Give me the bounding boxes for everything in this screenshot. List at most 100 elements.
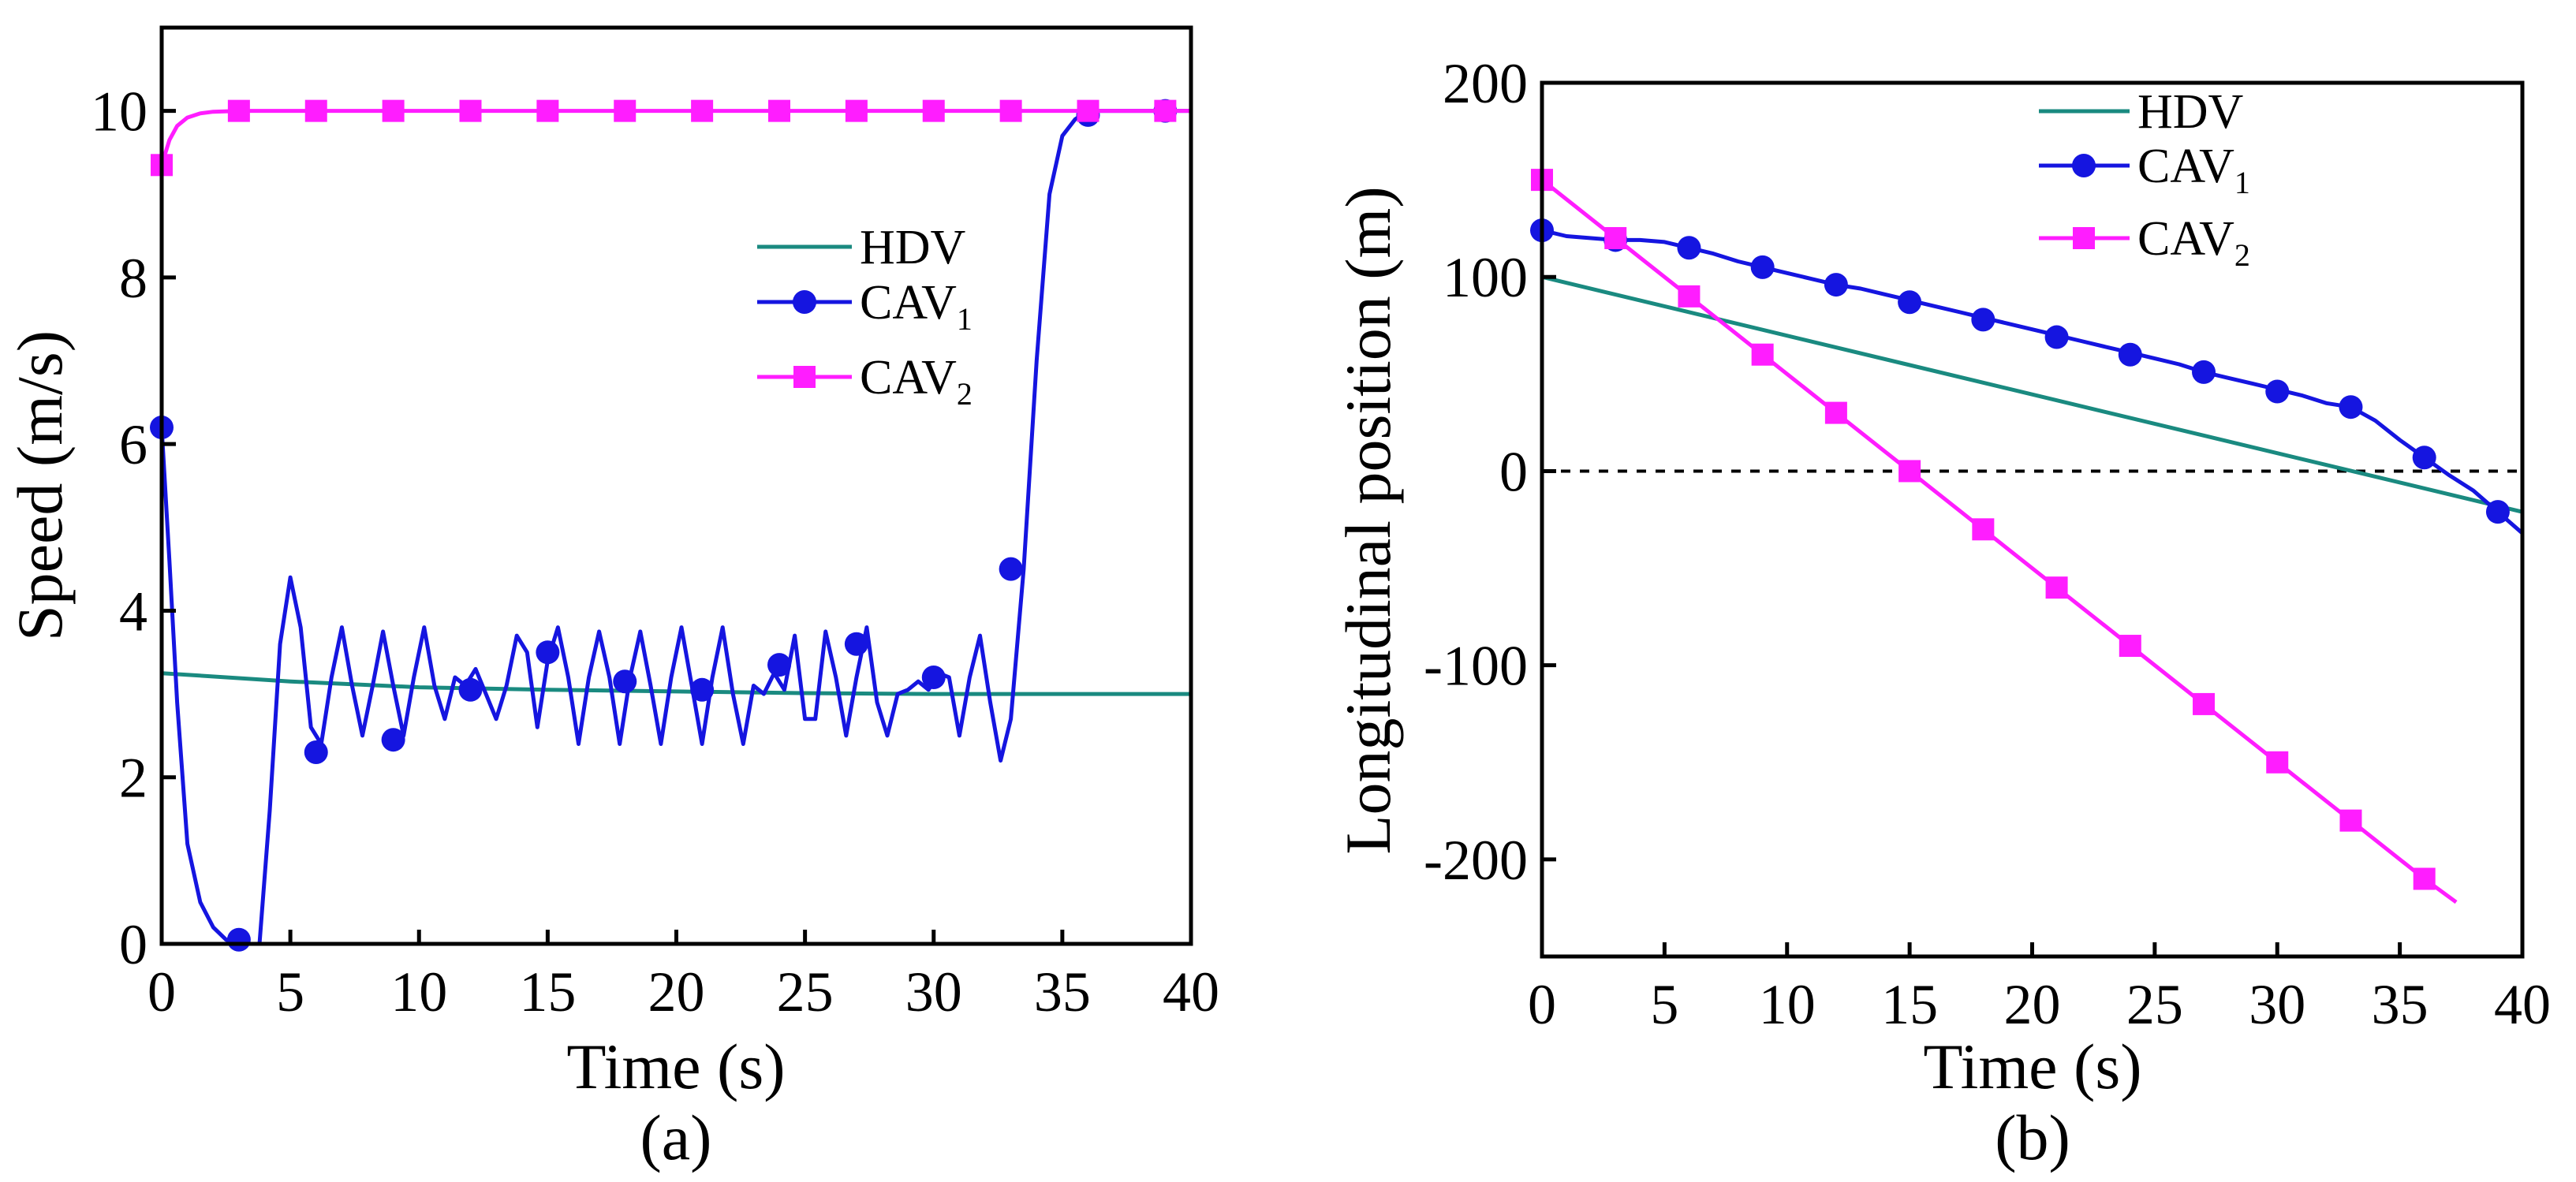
panel-b-position-chart: 0 5 10 15 20 25 30 35 40 200 100 0 -100 -200 HDV CAV1… [1332,52,2551,1173]
panel-b-series-cav1-marker [1824,273,1848,297]
panel-a-series-cav2-marker [999,99,1022,122]
panel-a-legend-cav2-name: CAV [860,351,957,405]
panel-a-legend-cav2-subscript: 2 [957,376,973,412]
panel-a-legend-cav2-label: CAV2 [860,351,973,412]
panel-b-y-tick-label: 0 [1499,440,1528,503]
panel-a-y-tick-label: 4 [119,580,147,643]
panel-b-legend-cav1-subscript: 1 [2234,165,2250,200]
panel-b-series-cav1-marker [2044,325,2069,349]
panel-b-x-tick-label: 5 [1650,973,1678,1036]
panel-a-y-tick-label: 2 [119,747,147,810]
panel-a-legend-cav1-name: CAV [860,276,957,330]
panel-a-series-cav1-marker [844,632,868,656]
panel-a-x-tick-label: 25 [777,960,834,1024]
panel-b-series-cav1-marker [2412,446,2436,470]
panel-a-y-tick-label: 8 [119,247,147,310]
panel-b-legend-cav1-label: CAV1 [2137,140,2250,200]
panel-b-y-tick-label: -100 [1424,635,1528,698]
panel-a-series-cav1-marker [536,640,560,665]
panel-b-legend-cav2-marker [2073,227,2095,249]
panel-a-x-tick-label: 35 [1034,960,1091,1024]
panel-a-series-cav1-marker [226,927,251,952]
panel-b-legend: HDV CAV1 CAV2 [2039,85,2250,273]
panel-b-legend-cav2-label: CAV2 [2137,212,2250,273]
panel-a-x-tick-label: 15 [519,960,576,1024]
panel-a-y-tick-label: 0 [119,913,147,976]
panel-b-series-cav1-marker [1750,255,1775,279]
panel-a-series-cav2-line [159,109,1191,166]
panel-a-caption: (a) [640,1102,711,1173]
panel-a-y-tick-label: 10 [91,80,147,144]
panel-b-y-axis-label: Longitudinal position (m) [1332,186,1404,854]
panel-b-series-cav1-marker [2118,342,2142,367]
panel-b-series-cav2-marker [1751,343,1774,366]
panel-a-x-tick-label: 5 [276,960,304,1024]
panel-a-series-cav1-marker [613,669,637,694]
panel-b-y-tick-label: -200 [1424,829,1528,892]
panel-b-x-tick-label: 15 [1881,973,1938,1036]
panel-a-legend-cav1-label: CAV1 [860,276,973,337]
panel-b-series-cav1-marker [1677,236,1701,260]
panel-b-y-tick-label: 100 [1443,246,1528,309]
panel-a-x-tick-label: 0 [147,960,176,1024]
panel-b-plot-frame [1540,80,2525,959]
panel-a-y-tick-label: 6 [119,413,147,476]
panel-a-series-cav1-marker [304,740,328,765]
panel-b-series-cav1-marker [1971,308,1995,332]
panel-b-x-axis-label: Time (s) [1923,1031,2141,1102]
panel-b-x-tick-label: 25 [2126,973,2183,1036]
panel-a-legend-cav2-marker [793,366,816,388]
panel-a-y-axis-label: Speed (m/s) [4,330,76,641]
panel-b-series-cav2-marker [2119,635,2141,658]
panel-b-series-cav2-marker [2266,751,2289,774]
panel-a-x-tick-label: 30 [905,960,962,1024]
panel-a-series-cav2-marker [459,99,482,122]
panel-a-x-tick-label: 40 [1163,960,1219,1024]
panel-b-legend-hdv-label: HDV [2137,85,2244,139]
panel-b-series-cav1-line [1541,228,2524,535]
panel-a-series-layer [150,99,1191,952]
panel-b-x-tick-label: 10 [1759,973,1816,1036]
panel-b-series-cav2-marker [2045,576,2068,599]
panel-a-series-cav2-marker [304,99,327,122]
panel-b-series-cav2-marker [1824,401,1847,424]
panel-a-legend: HDV CAV1 CAV2 [757,221,973,412]
panel-b-x-tick-label: 40 [2494,973,2551,1036]
panel-a-series-cav1-line [159,109,1191,946]
panel-b-series-cav2-line [1540,178,2458,904]
panel-a-series-cav2-marker [614,99,637,122]
panel-a-series-hdv-line [161,671,1191,696]
panel-a-series-cav1-marker [999,557,1023,581]
panel-a-series-cav2-marker [227,99,250,122]
panel-b-x-tick-label: 0 [1528,973,1556,1036]
panel-b-legend-cav2-subscript: 2 [2234,237,2250,273]
panel-a-series-cav2-marker [1154,99,1177,122]
panel-b-x-tick-label: 35 [2372,973,2429,1036]
panel-a-x-axis-label: Time (s) [566,1031,785,1102]
panel-a-series-cav1-marker [381,728,405,752]
panel-a-plot-frame [159,25,1193,946]
panel-a-series-cav2-marker [922,99,945,122]
panel-b-series-cav1-marker [2192,360,2216,384]
panel-a-series-cav2-marker [845,99,868,122]
panel-b-series-cav1-marker [1898,290,1922,315]
panel-b-caption: (b) [1995,1102,2070,1173]
panel-a-series-cav2-marker [382,99,405,122]
panel-b-series-layer [1530,169,2524,904]
panel-a-legend-cav1-marker [793,290,816,314]
panel-b-series-cav2-marker [2339,809,2362,832]
panel-b-legend-cav1-marker [2072,154,2096,177]
panel-a-x-tick-label: 20 [648,960,705,1024]
panel-b-x-tick-label: 30 [2249,973,2305,1036]
panel-b-series-cav2-marker [1972,518,1995,541]
panel-b-series-cav1-marker [2485,500,2510,524]
panel-b-series-hdv-line [1541,274,2523,514]
panel-b-series-cav2-marker [1898,460,1921,483]
panel-a-series-cav1-marker [690,677,715,702]
panel-b-legend-cav1-name: CAV [2137,140,2234,193]
panel-b-y-tick-label: 200 [1443,52,1528,115]
panel-a-ticks: 0 5 10 15 20 25 30 35 40 0 2 4 6 8 10 [91,80,1219,1024]
panel-a-series-cav2-marker [1077,99,1099,122]
